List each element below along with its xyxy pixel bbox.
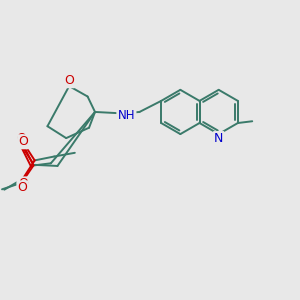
Text: O: O [18, 177, 28, 190]
Text: N: N [214, 132, 224, 145]
Text: O: O [16, 132, 26, 145]
Text: O: O [64, 74, 74, 87]
Text: NH: NH [118, 109, 136, 122]
Text: O: O [18, 135, 28, 148]
Text: O: O [17, 182, 27, 194]
